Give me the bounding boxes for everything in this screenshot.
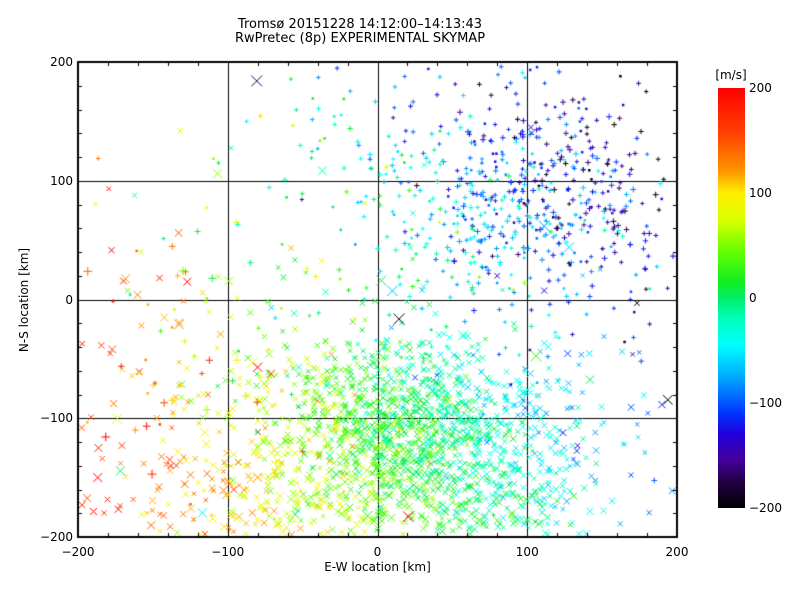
colorbar-tick-label: −100 <box>749 396 782 410</box>
x-tick-label: 100 <box>515 545 539 559</box>
colorbar-tick-label: 0 <box>749 291 757 305</box>
colorbar-unit-label: [m/s] <box>715 68 747 82</box>
colorbar-tick-label: 100 <box>749 186 772 200</box>
y-tick-label: 0 <box>65 292 73 307</box>
plot-subtitle: RwPretec (8p) EXPERIMENTAL SKYMAP <box>234 31 486 46</box>
x-tick-label: 200 <box>665 545 689 559</box>
y-tick-label: −200 <box>40 530 73 544</box>
y-tick-label: −100 <box>40 411 73 426</box>
x-tick-label: −100 <box>211 545 245 559</box>
y-tick-label: 100 <box>50 173 73 188</box>
colorbar-gradient <box>718 88 745 508</box>
y-axis-title: N-S location [km] <box>17 247 31 353</box>
x-axis-title: E-W location [km] <box>324 560 431 574</box>
y-tick-label: 200 <box>50 55 73 69</box>
colorbar-tick-label: 200 <box>749 81 772 95</box>
plot-title: Tromsø 20151228 14:12:00–14:13:43 <box>237 17 483 32</box>
x-tick-label: −200 <box>61 545 95 559</box>
title-block: Tromsø 20151228 14:12:00–14:13:43 RwPret… <box>60 18 660 46</box>
colorbar-tick-label: −200 <box>749 501 782 515</box>
x-tick-label: 0 <box>373 545 382 559</box>
